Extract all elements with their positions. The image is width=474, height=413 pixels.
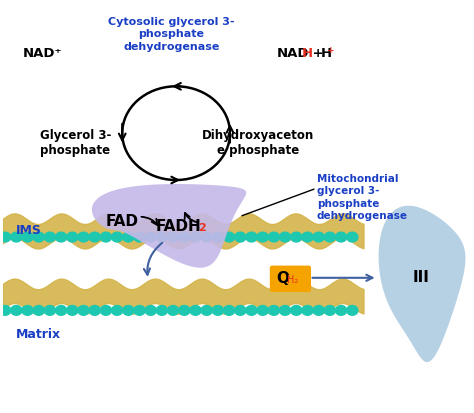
- Circle shape: [313, 232, 324, 242]
- Text: Cytosolic glycerol 3-
phosphate
dehydrogenase: Cytosolic glycerol 3- phosphate dehydrog…: [108, 17, 235, 52]
- Circle shape: [33, 232, 45, 242]
- Circle shape: [0, 306, 11, 315]
- Circle shape: [201, 232, 212, 242]
- Text: 2: 2: [198, 223, 206, 233]
- Text: +: +: [327, 46, 335, 55]
- Circle shape: [55, 306, 67, 315]
- Circle shape: [145, 232, 156, 242]
- Circle shape: [123, 306, 134, 315]
- Circle shape: [22, 306, 33, 315]
- Text: Dihydroxyaceton
e phosphate: Dihydroxyaceton e phosphate: [202, 129, 314, 157]
- Text: +: +: [308, 47, 328, 60]
- Circle shape: [235, 232, 246, 242]
- Circle shape: [100, 232, 111, 242]
- Text: IMS: IMS: [16, 224, 41, 237]
- Circle shape: [336, 306, 346, 315]
- Circle shape: [280, 306, 291, 315]
- Circle shape: [268, 306, 280, 315]
- Circle shape: [55, 232, 67, 242]
- Circle shape: [190, 306, 201, 315]
- Circle shape: [302, 306, 313, 315]
- Circle shape: [67, 306, 78, 315]
- Circle shape: [11, 232, 22, 242]
- Circle shape: [111, 232, 123, 242]
- Circle shape: [346, 232, 358, 242]
- Circle shape: [67, 232, 78, 242]
- Polygon shape: [379, 206, 465, 362]
- Circle shape: [111, 306, 123, 315]
- Text: NAD⁺: NAD⁺: [23, 47, 63, 60]
- Circle shape: [167, 306, 179, 315]
- Circle shape: [22, 232, 33, 242]
- Circle shape: [336, 232, 346, 242]
- Circle shape: [246, 306, 257, 315]
- Circle shape: [324, 232, 336, 242]
- Circle shape: [134, 232, 145, 242]
- Circle shape: [246, 232, 257, 242]
- Circle shape: [145, 306, 156, 315]
- Circle shape: [291, 306, 302, 315]
- Circle shape: [89, 306, 100, 315]
- Circle shape: [0, 232, 11, 242]
- Circle shape: [167, 232, 179, 242]
- Circle shape: [156, 232, 167, 242]
- Circle shape: [346, 306, 358, 315]
- Circle shape: [134, 306, 145, 315]
- Circle shape: [235, 306, 246, 315]
- Circle shape: [190, 232, 201, 242]
- Circle shape: [313, 306, 324, 315]
- Circle shape: [324, 306, 336, 315]
- Circle shape: [100, 306, 111, 315]
- Circle shape: [201, 306, 212, 315]
- Circle shape: [78, 306, 89, 315]
- Text: H₂: H₂: [287, 275, 298, 285]
- Circle shape: [78, 232, 89, 242]
- Text: Mitochondrial
glycerol 3-
phosphate
dehydrogenase: Mitochondrial glycerol 3- phosphate dehy…: [317, 174, 408, 221]
- Polygon shape: [92, 184, 246, 268]
- Circle shape: [11, 306, 22, 315]
- Circle shape: [44, 306, 55, 315]
- FancyBboxPatch shape: [270, 266, 311, 292]
- Circle shape: [302, 232, 313, 242]
- Circle shape: [212, 306, 224, 315]
- Circle shape: [179, 306, 190, 315]
- Text: Glycerol 3-
phosphate: Glycerol 3- phosphate: [40, 129, 111, 157]
- Circle shape: [257, 306, 268, 315]
- Text: H: H: [301, 47, 313, 60]
- Text: Q: Q: [276, 271, 290, 286]
- Circle shape: [33, 306, 45, 315]
- Text: III: III: [413, 270, 429, 285]
- Circle shape: [123, 232, 134, 242]
- Circle shape: [179, 232, 190, 242]
- Circle shape: [89, 232, 100, 242]
- Circle shape: [280, 232, 291, 242]
- Circle shape: [291, 232, 302, 242]
- Circle shape: [223, 306, 235, 315]
- Text: NAD: NAD: [277, 47, 310, 60]
- Circle shape: [223, 232, 235, 242]
- Circle shape: [212, 232, 224, 242]
- Circle shape: [156, 306, 167, 315]
- Circle shape: [44, 232, 55, 242]
- Text: FADH: FADH: [155, 218, 201, 234]
- Circle shape: [268, 232, 280, 242]
- Text: Matrix: Matrix: [16, 328, 61, 342]
- Text: FAD: FAD: [106, 214, 139, 229]
- Text: H: H: [320, 47, 331, 60]
- Circle shape: [257, 232, 268, 242]
